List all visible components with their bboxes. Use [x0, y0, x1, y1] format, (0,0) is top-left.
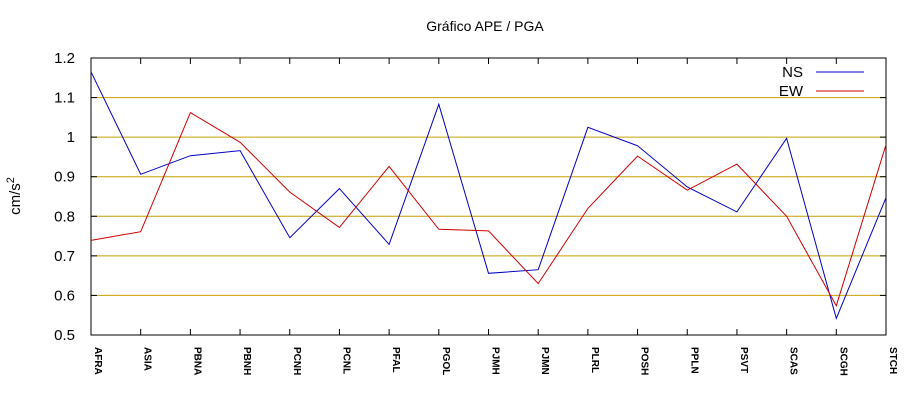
- y-tick-label: 0.6: [54, 287, 75, 304]
- y-tick-label: 0.9: [54, 169, 75, 186]
- x-tick-label: PPLN: [688, 347, 699, 374]
- x-tick-label: PGOL: [440, 347, 451, 375]
- plot-area-frame: [90, 57, 887, 336]
- x-tick-label: PJMN: [539, 347, 550, 375]
- series-lines: [90, 71, 887, 320]
- x-tick-label: STCH: [887, 347, 898, 374]
- y-tick-label: 1: [67, 129, 75, 146]
- x-tick-label: PCNL: [340, 347, 351, 374]
- y-tick-label: 0.7: [54, 248, 75, 265]
- x-tick-label: POSH: [639, 347, 650, 375]
- x-axis-ticks: AFRA ASIA PBNA PBNH PCNH PCNL PFAL PGOL PJMH PJMN…: [90, 58, 898, 376]
- legend-label-ew: EW: [779, 83, 804, 100]
- y-axis-label-exponent: 2: [5, 177, 17, 183]
- x-tick-label: PSVT: [738, 347, 749, 373]
- x-tick-label: SCAS: [788, 347, 799, 375]
- series-line-ns: [90, 71, 887, 320]
- x-tick-label: PCNH: [291, 347, 302, 375]
- y-tick-label: 1.2: [54, 50, 75, 67]
- x-tick-label: SCGH: [837, 347, 848, 376]
- y-axis-label-unit: cm/s: [7, 183, 24, 215]
- legend-label-ns: NS: [782, 64, 803, 81]
- series-line-ew: [90, 111, 887, 307]
- x-tick-label: PLRL: [589, 347, 600, 373]
- y-tick-label: 0.5: [54, 327, 75, 344]
- x-tick-label: PFAL: [390, 347, 401, 373]
- y-tick-label: 0.8: [54, 208, 75, 225]
- chart-title: Gráfico APE / PGA: [426, 18, 544, 34]
- y-tick-label: 1.1: [54, 90, 75, 107]
- y-axis-label: cm/s2: [5, 177, 24, 215]
- x-tick-label: AFRA: [92, 347, 103, 375]
- x-tick-label: PBNH: [241, 347, 252, 375]
- legend: NS EW: [779, 64, 864, 100]
- x-tick-label: ASIA: [142, 347, 153, 371]
- grid-lines: [91, 97, 886, 296]
- x-tick-label: PJMH: [490, 347, 501, 375]
- x-tick-label: PBNA: [191, 347, 202, 375]
- y-axis-ticks: 0.5 0.6 0.7 0.8 0.9 1 1.1 1.2: [54, 50, 886, 344]
